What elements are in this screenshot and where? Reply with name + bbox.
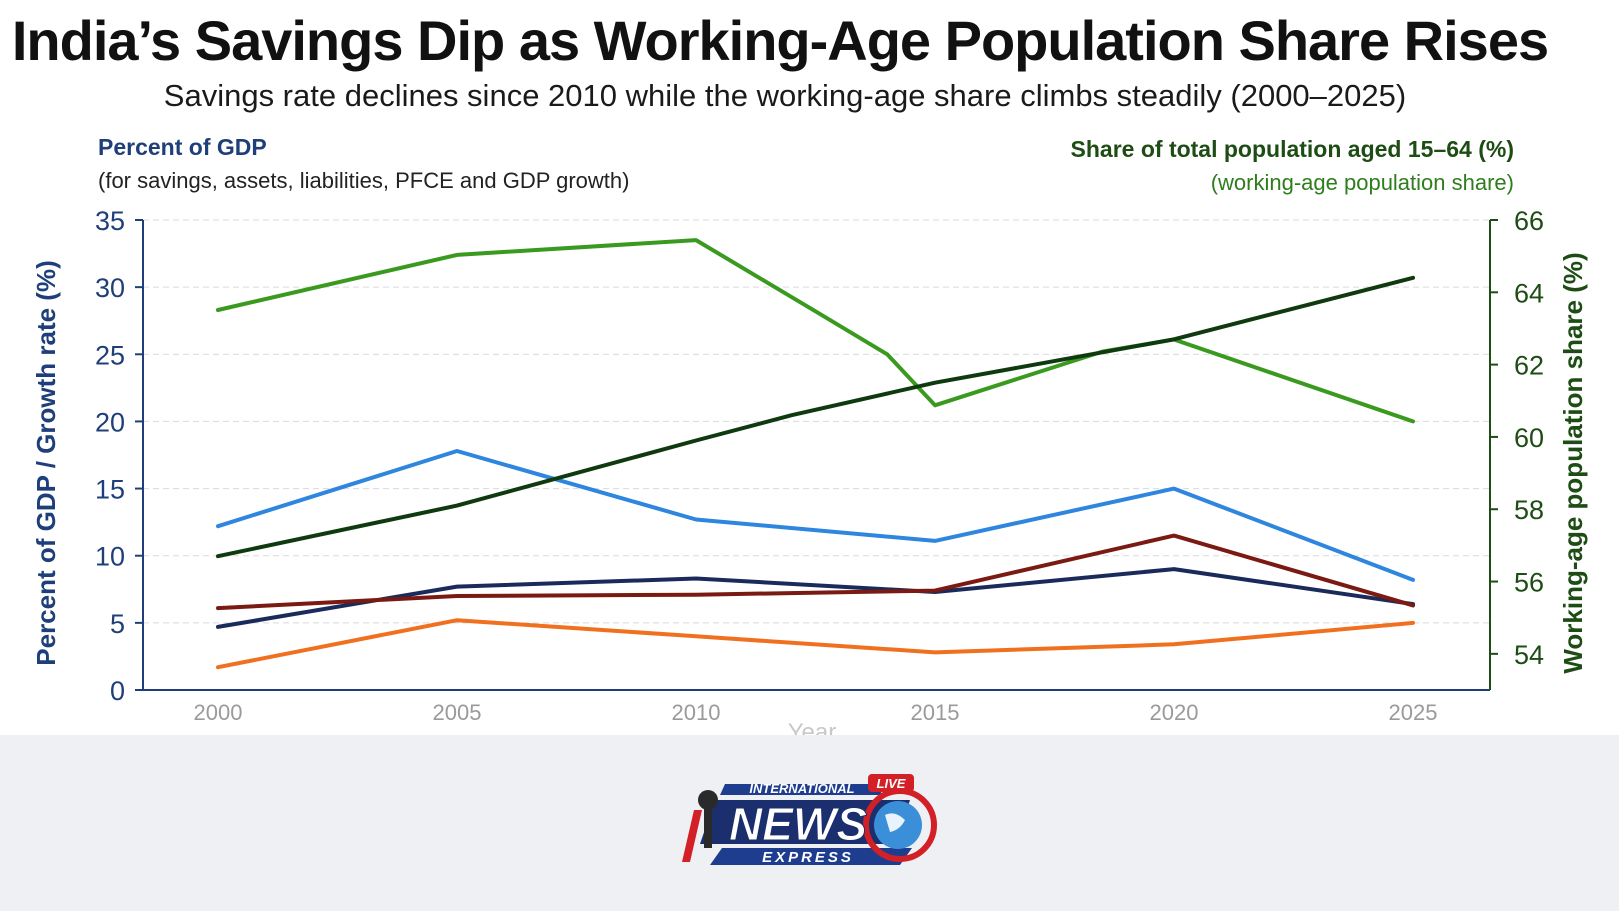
- y-tick-label: 15: [95, 475, 125, 505]
- series-line-6: [216, 275, 1415, 559]
- gridlines: [143, 219, 1490, 624]
- x-tick-label: 2020: [1150, 700, 1199, 725]
- x-tick-label: 2000: [194, 700, 243, 725]
- axes: [142, 220, 1491, 691]
- x-tick-label: 2010: [672, 700, 721, 725]
- y-tick-label: 10: [95, 542, 125, 572]
- y2-tick-label: 54: [1514, 640, 1544, 670]
- y2-tick-label: 64: [1514, 278, 1544, 308]
- series-line-4: [216, 618, 1415, 670]
- left-axis-note-detail: (for savings, assets, liabilities, PFCE …: [98, 168, 630, 193]
- logo-badge-text: LIVE: [877, 776, 906, 791]
- y2-tick-label: 56: [1514, 568, 1544, 598]
- y2-axis-label: Working-age population share (%): [1558, 252, 1588, 673]
- y-tick-label: 0: [110, 676, 125, 706]
- x-tick-label: 2015: [911, 700, 960, 725]
- y-tick-label: 20: [95, 407, 125, 437]
- series-line-5: [216, 238, 1415, 424]
- chart-title: India’s Savings Dip as Working-Age Popul…: [11, 9, 1549, 72]
- logo-bottom-text: EXPRESS: [762, 849, 854, 866]
- x-tick-label: 2025: [1389, 700, 1438, 725]
- chart-subtitle: Savings rate declines since 2010 while t…: [163, 78, 1407, 113]
- y-tick-label: 30: [95, 273, 125, 303]
- y2-tick-label: 66: [1514, 206, 1544, 236]
- y-tick-label: 5: [110, 609, 125, 639]
- series-line-1: [216, 449, 1415, 582]
- series-line-3: [216, 533, 1415, 611]
- left-axis-note-heading: Percent of GDP: [98, 134, 267, 160]
- y-axis-label: Percent of GDP / Growth rate (%): [31, 260, 61, 665]
- series-lines: [216, 238, 1415, 670]
- logo-main-text: NEWS: [729, 798, 867, 850]
- series-line-2: [216, 567, 1415, 629]
- y2-tick-label: 62: [1514, 351, 1544, 381]
- logo-top-text: INTERNATIONAL: [749, 781, 854, 796]
- y-tick-label: 35: [95, 206, 125, 236]
- right-axis-note-detail: (working-age population share): [1210, 170, 1514, 195]
- y2-tick-label: 60: [1514, 423, 1544, 453]
- news-logo: INTERNATIONAL LIVE NEWS EXPRESS: [682, 774, 937, 866]
- y-tick-label: 25: [95, 340, 125, 370]
- y2-tick-label: 58: [1514, 495, 1544, 525]
- right-axis-note-heading: Share of total population aged 15–64 (%): [1070, 136, 1514, 162]
- x-tick-label: 2005: [433, 700, 482, 725]
